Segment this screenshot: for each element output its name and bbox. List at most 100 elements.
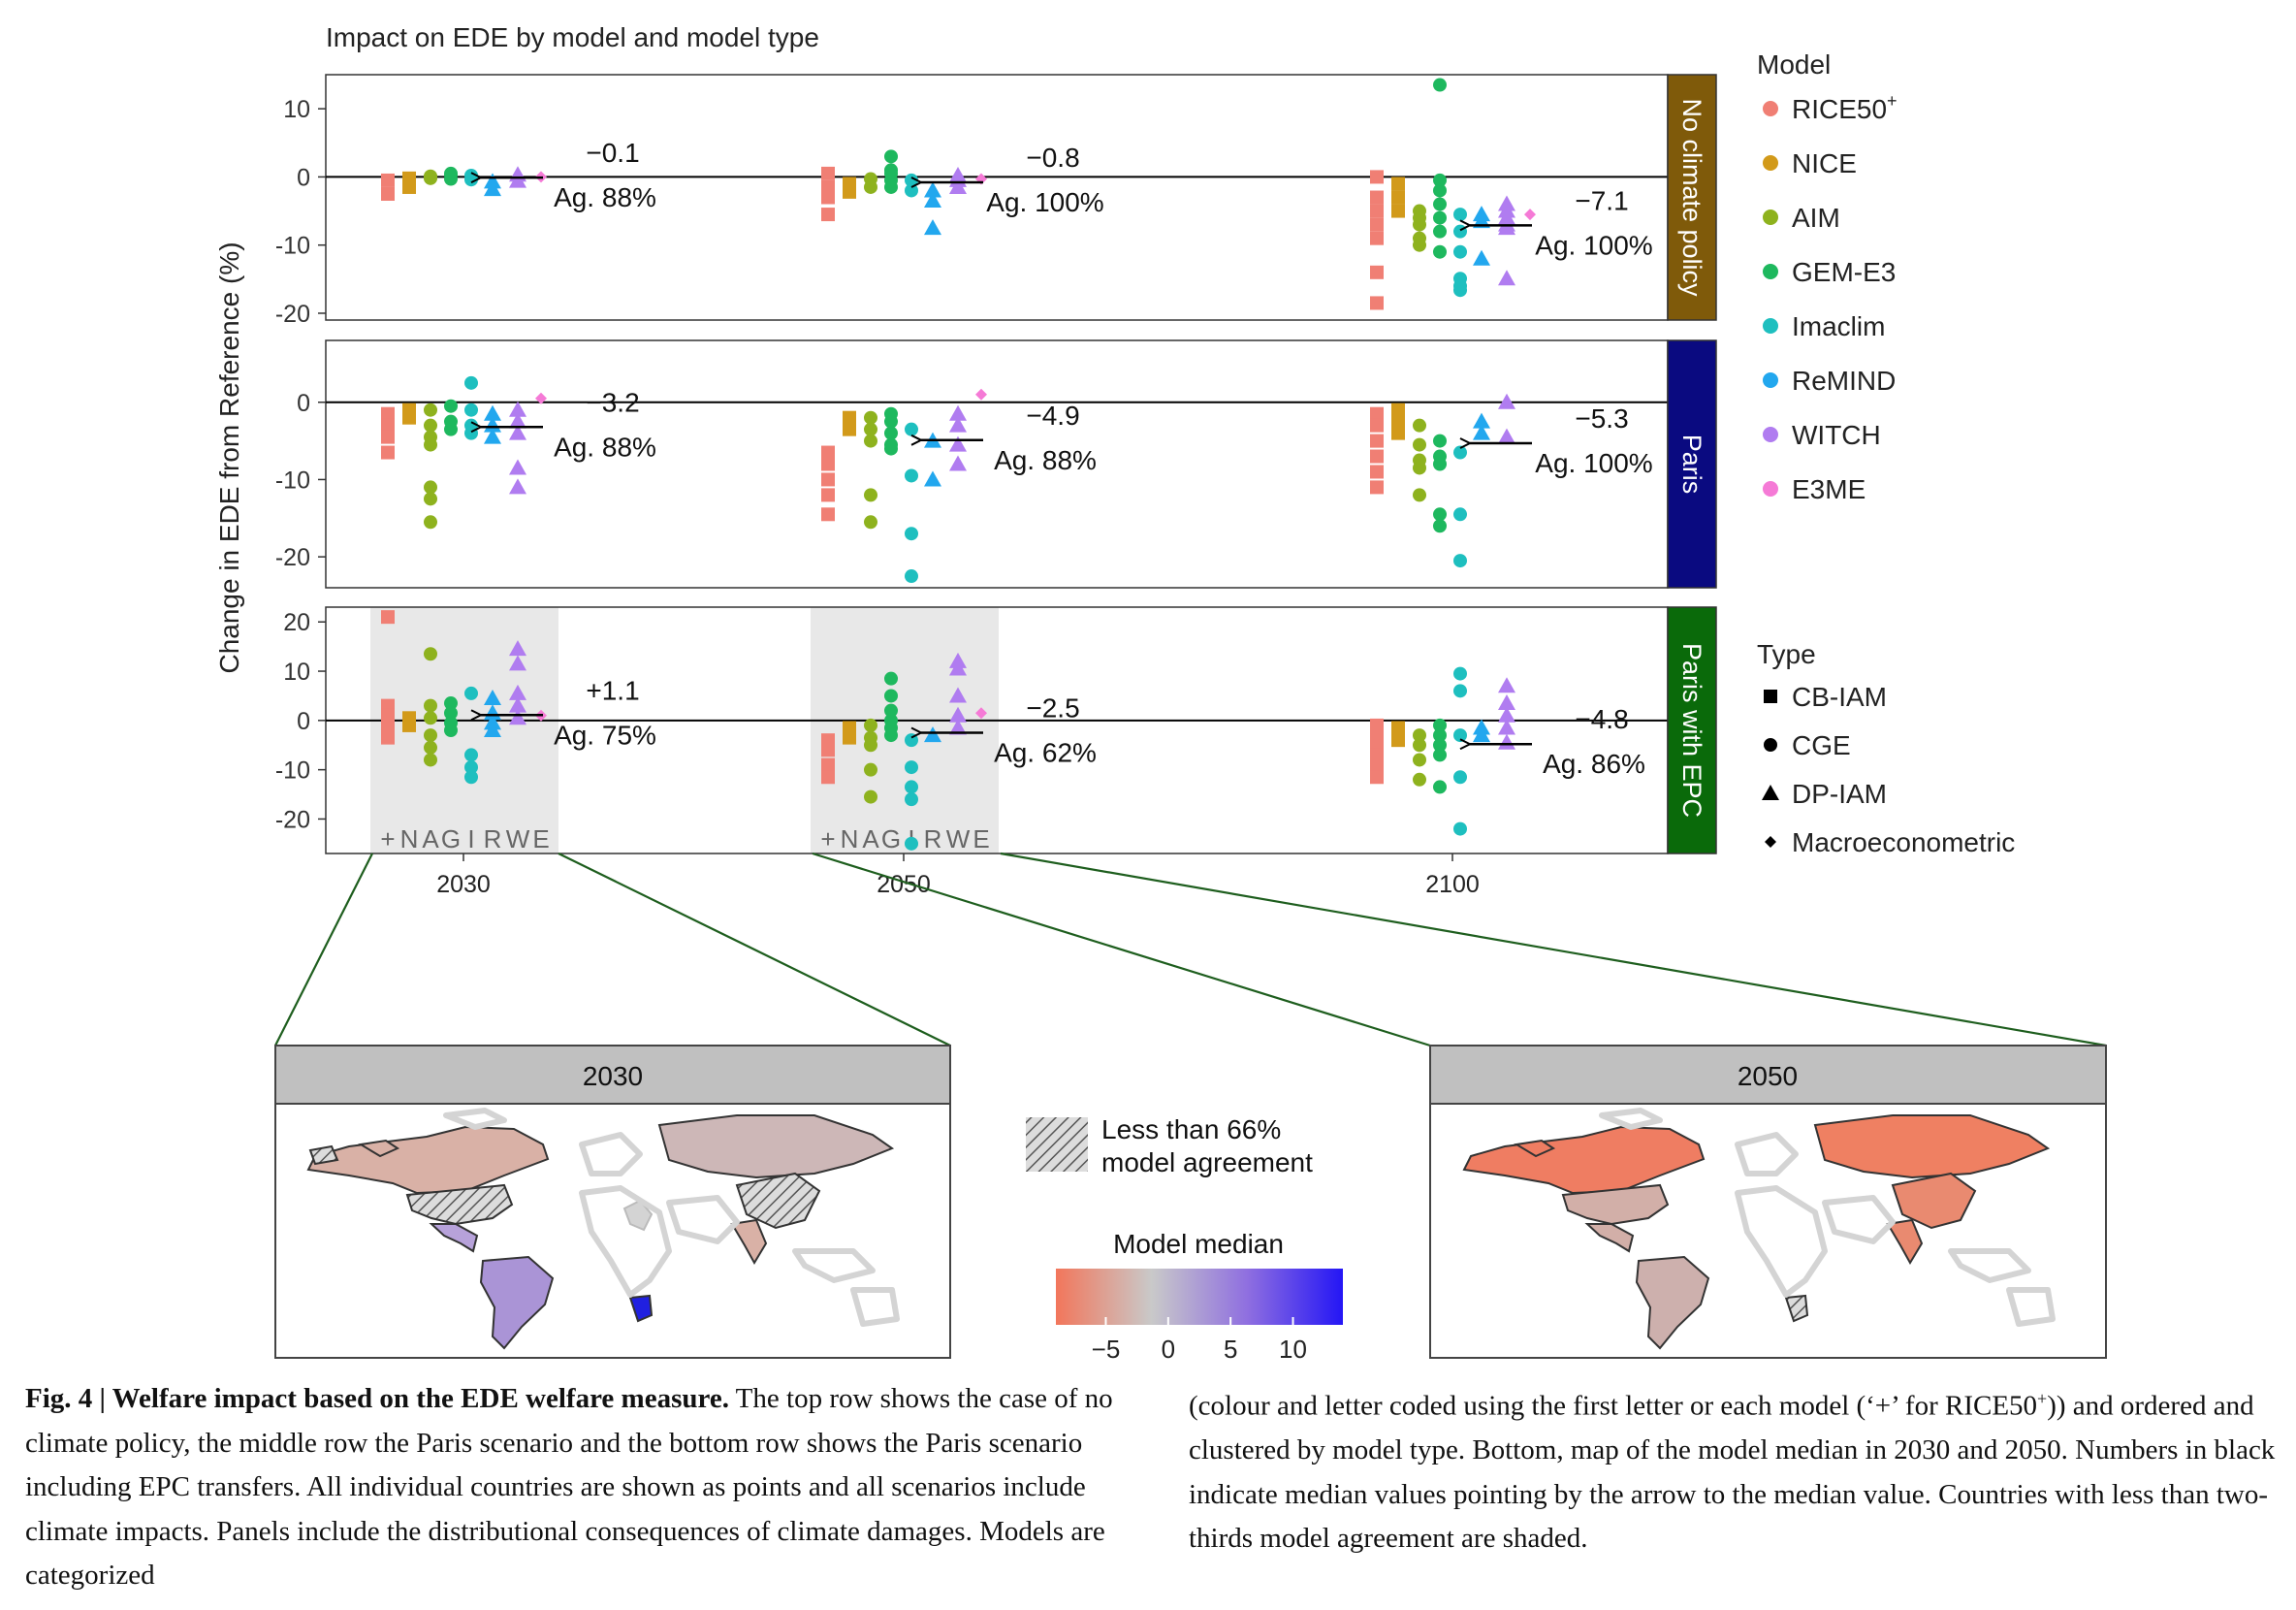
data-point bbox=[1524, 209, 1536, 221]
data-point bbox=[424, 437, 437, 452]
year-group-2100: −7.1 Ag. 100% bbox=[1370, 78, 1653, 310]
y-tick-label: -10 bbox=[275, 467, 310, 494]
data-point bbox=[424, 740, 437, 755]
data-point bbox=[424, 728, 437, 743]
colorbar-tick-label: 10 bbox=[1279, 1335, 1307, 1364]
data-point bbox=[864, 434, 877, 448]
data-point bbox=[1433, 519, 1447, 533]
legend-sup: + bbox=[1887, 91, 1897, 111]
agreement-label: Ag. 86% bbox=[1543, 749, 1645, 779]
data-point bbox=[1413, 753, 1426, 767]
world-map-2050 bbox=[1462, 1108, 2056, 1350]
data-point bbox=[1433, 78, 1447, 92]
data-point bbox=[509, 709, 526, 725]
hatch-legend: Less than 66% model agreement bbox=[1026, 1114, 1313, 1177]
data-point bbox=[484, 180, 501, 197]
data-point bbox=[381, 445, 395, 460]
y-tick-label: 0 bbox=[297, 164, 310, 191]
legend-swatch bbox=[1763, 318, 1778, 334]
data-point bbox=[1370, 231, 1384, 245]
data-point bbox=[821, 757, 835, 772]
data-point bbox=[949, 719, 967, 735]
data-point bbox=[381, 708, 395, 723]
year-group-2030: +1.1 Ag. 75% bbox=[381, 610, 656, 785]
legend-type-label: Macroeconometric bbox=[1792, 827, 2015, 857]
letter-label: R bbox=[484, 824, 502, 853]
data-point bbox=[402, 410, 416, 425]
data-point bbox=[864, 762, 877, 777]
strip-label: Paris with EPC bbox=[1677, 643, 1706, 818]
data-point bbox=[949, 660, 967, 676]
legend-model-label: E3ME bbox=[1792, 474, 1866, 504]
data-point bbox=[1370, 204, 1384, 218]
data-point bbox=[864, 738, 877, 753]
data-point bbox=[884, 728, 898, 743]
data-point bbox=[1413, 437, 1426, 452]
data-point bbox=[381, 418, 395, 433]
data-point bbox=[1433, 210, 1447, 225]
colorbar-ticks: −5 0 5 10 bbox=[1092, 1317, 1307, 1364]
data-point bbox=[381, 610, 395, 625]
data-point bbox=[905, 792, 918, 807]
data-point bbox=[444, 706, 458, 721]
data-point bbox=[1498, 393, 1515, 409]
data-point bbox=[1413, 418, 1426, 433]
data-point bbox=[509, 424, 526, 440]
data-point bbox=[1498, 270, 1515, 286]
data-point bbox=[949, 687, 967, 703]
data-point bbox=[884, 149, 898, 164]
letter-label: N bbox=[841, 824, 859, 853]
data-point bbox=[484, 722, 501, 737]
legend-model-label: GEM-E3 bbox=[1792, 257, 1896, 287]
data-point bbox=[484, 404, 501, 421]
data-point bbox=[821, 507, 835, 522]
legend-swatch bbox=[1763, 372, 1778, 388]
legend-model-label: Imaclim bbox=[1792, 311, 1885, 341]
data-point bbox=[1391, 402, 1405, 417]
data-point bbox=[905, 836, 918, 851]
letter-label: G bbox=[441, 824, 461, 853]
data-point bbox=[821, 445, 835, 460]
median-label: −0.8 bbox=[1026, 143, 1079, 173]
data-point bbox=[424, 698, 437, 713]
data-point bbox=[821, 208, 835, 222]
data-point bbox=[1370, 296, 1384, 310]
data-point bbox=[864, 789, 877, 804]
legend-swatch bbox=[1763, 101, 1778, 116]
agreement-label: Ag. 100% bbox=[1535, 448, 1652, 478]
top-title: Impact on EDE by model and model type bbox=[326, 22, 819, 52]
data-point bbox=[1453, 684, 1467, 698]
data-point bbox=[905, 527, 918, 541]
data-point bbox=[949, 706, 967, 723]
data-point bbox=[381, 730, 395, 745]
letter-label: E bbox=[532, 824, 549, 853]
caption-left-text: The top row shows the case of no climate… bbox=[25, 1383, 1113, 1591]
data-point bbox=[1453, 283, 1467, 298]
data-point bbox=[464, 760, 478, 775]
legend-swatch bbox=[1763, 209, 1778, 225]
y-tick-label: 10 bbox=[283, 659, 310, 686]
data-point bbox=[1391, 177, 1405, 191]
data-point bbox=[444, 422, 458, 436]
data-point bbox=[1370, 190, 1384, 205]
colorbar-gradient bbox=[1056, 1269, 1343, 1325]
data-point bbox=[1453, 554, 1467, 568]
letter-label: W bbox=[946, 824, 971, 853]
y-tick-label: -20 bbox=[275, 544, 310, 571]
data-point bbox=[1498, 219, 1515, 236]
data-point bbox=[905, 569, 918, 584]
letter-label: G bbox=[881, 824, 901, 853]
legend-model-label: ReMIND bbox=[1792, 366, 1896, 396]
data-point bbox=[924, 192, 941, 209]
data-point bbox=[1498, 428, 1515, 444]
data-point bbox=[424, 647, 437, 661]
caption-right-sup: + bbox=[2037, 1389, 2048, 1408]
data-point bbox=[884, 426, 898, 440]
data-point bbox=[1433, 244, 1447, 259]
year-group-2100: −5.3 Ag. 100% bbox=[1370, 270, 1653, 568]
letter-label: I bbox=[467, 824, 474, 853]
data-point bbox=[1433, 224, 1447, 239]
data-point bbox=[509, 459, 526, 475]
strip bbox=[1667, 606, 1717, 854]
data-point bbox=[843, 184, 856, 199]
